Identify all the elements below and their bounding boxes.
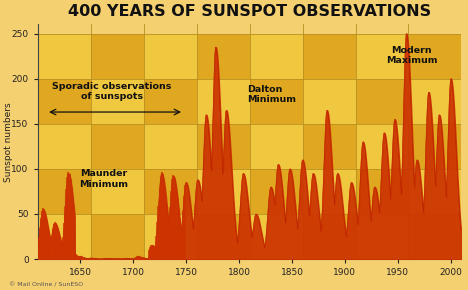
Bar <box>249 79 302 124</box>
Text: Maunder
Minimum: Maunder Minimum <box>79 169 128 189</box>
Bar <box>38 124 91 169</box>
Text: Dalton
Minimum: Dalton Minimum <box>248 84 296 104</box>
Bar <box>249 214 302 259</box>
Bar <box>197 34 249 79</box>
Title: 400 YEARS OF SUNSPOT OBSERVATIONS: 400 YEARS OF SUNSPOT OBSERVATIONS <box>68 4 431 19</box>
Bar <box>91 79 144 124</box>
Bar <box>91 169 144 214</box>
Bar <box>356 214 409 259</box>
Bar <box>356 124 409 169</box>
Bar <box>144 124 197 169</box>
Bar <box>197 124 249 169</box>
Text: Sporadic observations
of sunspots: Sporadic observations of sunspots <box>52 82 172 101</box>
Bar <box>38 169 91 214</box>
Bar <box>144 169 197 214</box>
Bar <box>302 79 356 124</box>
Bar <box>302 124 356 169</box>
Bar <box>197 79 249 124</box>
Bar <box>144 79 197 124</box>
Bar <box>249 124 302 169</box>
Text: Modern
Maximum: Modern Maximum <box>386 46 438 65</box>
Bar <box>409 124 461 169</box>
Bar <box>249 34 302 79</box>
Bar <box>302 34 356 79</box>
Bar <box>144 34 197 79</box>
Bar <box>409 79 461 124</box>
Bar <box>38 34 91 79</box>
Bar <box>356 169 409 214</box>
Bar <box>91 34 144 79</box>
Bar <box>91 124 144 169</box>
Text: © Mail Online / SunESO: © Mail Online / SunESO <box>9 282 83 287</box>
Bar <box>409 214 461 259</box>
Bar <box>144 214 197 259</box>
Y-axis label: Sunspot numbers: Sunspot numbers <box>4 102 13 182</box>
Bar <box>409 169 461 214</box>
Bar <box>91 214 144 259</box>
Bar <box>197 214 249 259</box>
Bar <box>356 34 409 79</box>
Bar <box>302 214 356 259</box>
Bar <box>356 79 409 124</box>
Bar <box>409 34 461 79</box>
Bar <box>38 214 91 259</box>
Bar <box>38 79 91 124</box>
Bar <box>249 169 302 214</box>
Bar <box>197 169 249 214</box>
Bar <box>302 169 356 214</box>
